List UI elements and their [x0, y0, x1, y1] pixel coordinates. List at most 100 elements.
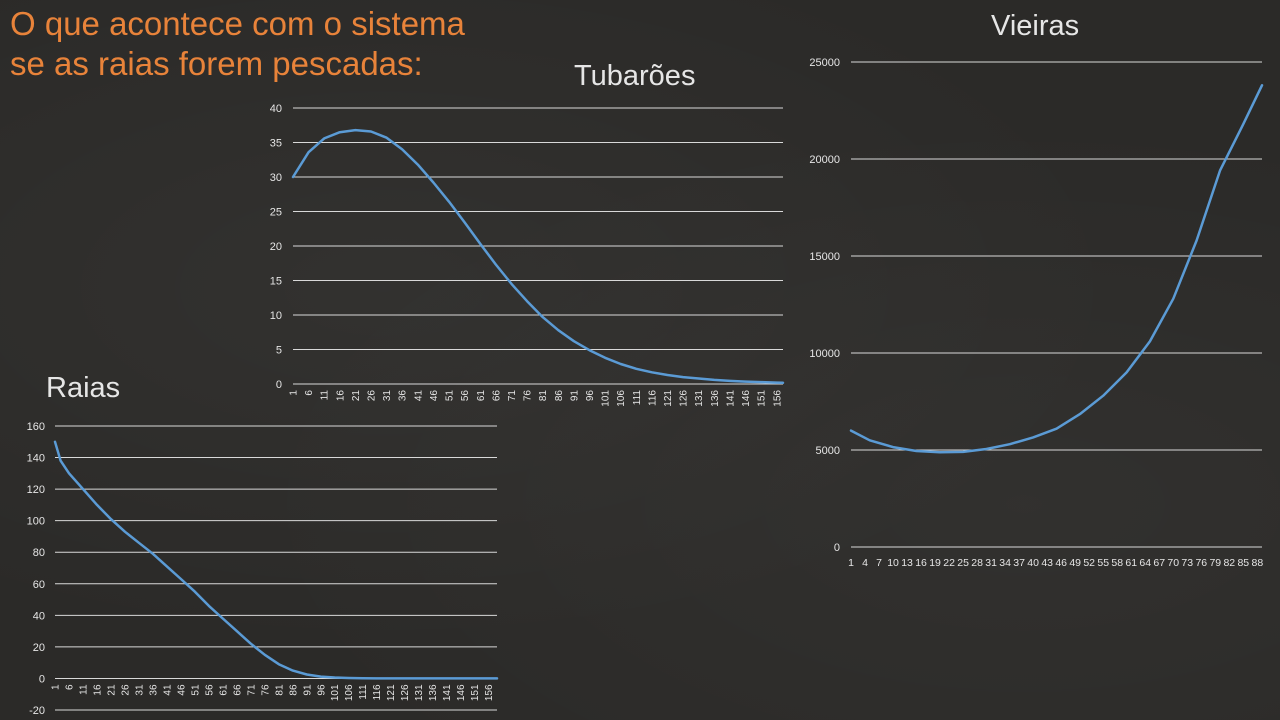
- vieiras-x-tick-label: 4: [862, 557, 868, 569]
- vieiras-x-tick-label: 31: [985, 557, 997, 569]
- raias-x-tick-label: 136: [428, 684, 439, 701]
- raias-x-tick-label: 41: [162, 684, 173, 696]
- tubaroes-x-tick-label: 91: [569, 390, 580, 402]
- vieiras-x-tick-label: 49: [1069, 557, 1081, 569]
- raias-x-tick-label: 126: [400, 684, 411, 701]
- tubaroes-chart-title: Tubarões: [574, 60, 696, 92]
- tubaroes-x-tick-label: 81: [538, 390, 549, 402]
- tubaroes-x-tick-label: 131: [694, 390, 705, 407]
- tubaroes-x-tick-label: 116: [647, 390, 658, 406]
- raias-x-tick-label: 156: [484, 684, 495, 701]
- raias-x-tick-label: 71: [246, 684, 257, 696]
- tubaroes-x-tick-label: 96: [585, 390, 596, 402]
- raias-x-tick-label: 121: [386, 684, 397, 701]
- vieiras-x-tick-label: 88: [1251, 557, 1263, 569]
- tubaroes-y-tick-label: 35: [270, 138, 282, 150]
- raias-x-tick-label: 1: [51, 684, 62, 690]
- slide-title-line-1: O que acontece com o sistema: [10, 5, 465, 42]
- vieiras-x-tick-label: 25: [957, 557, 969, 569]
- tubaroes-x-tick-label: 46: [429, 390, 440, 402]
- tubaroes-x-tick-label: 156: [772, 390, 783, 407]
- tubaroes-x-tick-label: 121: [663, 390, 674, 407]
- tubaroes-x-tick-label: 101: [601, 390, 612, 407]
- raias-x-tick-label: 26: [120, 684, 131, 696]
- raias-y-tick-label: 60: [33, 579, 45, 591]
- vieiras-x-tick-label: 58: [1111, 557, 1123, 569]
- raias-x-tick-label: 61: [218, 684, 229, 696]
- raias-y-tick-label: 100: [27, 516, 45, 528]
- tubaroes-x-tick-label: 41: [413, 390, 424, 402]
- tubaroes-x-tick-label: 106: [616, 390, 627, 407]
- tubaroes-y-tick-label: 25: [270, 207, 282, 219]
- vieiras-y-tick-label: 10000: [809, 348, 840, 360]
- vieiras-x-tick-label: 28: [971, 557, 983, 569]
- tubaroes-x-tick-label: 26: [367, 390, 378, 402]
- tubaroes-x-tick-label: 76: [523, 390, 534, 402]
- tubaroes-y-tick-label: 5: [276, 345, 282, 357]
- vieiras-y-tick-label: 25000: [809, 57, 840, 69]
- raias-x-tick-label: 31: [134, 684, 145, 696]
- tubaroes-x-tick-label: 21: [351, 390, 362, 402]
- slide-title-line-2: se as raias forem pescadas:: [10, 45, 423, 82]
- vieiras-x-tick-label: 7: [876, 557, 882, 569]
- raias-x-tick-label: 11: [78, 684, 89, 695]
- vieiras-y-tick-label: 0: [834, 542, 840, 554]
- tubaroes-y-tick-label: 15: [270, 276, 282, 288]
- vieiras-x-tick-label: 13: [901, 557, 913, 569]
- vieiras-x-tick-label: 43: [1041, 557, 1053, 569]
- tubaroes-x-tick-label: 56: [460, 390, 471, 402]
- vieiras-x-tick-label: 76: [1195, 557, 1207, 569]
- raias-x-tick-label: 111: [358, 684, 369, 700]
- tubaroes-x-tick-label: 6: [304, 390, 315, 396]
- raias-y-tick-label: 20: [33, 642, 45, 654]
- tubaroes-y-tick-label: 40: [270, 103, 282, 115]
- vieiras-series-line: [849, 84, 1264, 454]
- vieiras-x-tick-label: 67: [1153, 557, 1165, 569]
- raias-y-tick-label: 80: [33, 547, 45, 559]
- slide-title: O que acontece com o sistema se as raias…: [10, 4, 465, 84]
- raias-x-tick-label: 21: [106, 684, 117, 696]
- raias-series-line: [53, 440, 499, 680]
- tubaroes-x-tick-label: 136: [710, 390, 721, 407]
- vieiras-x-tick-label: 37: [1013, 557, 1025, 569]
- vieiras-x-tick-label: 16: [915, 557, 927, 569]
- raias-y-tick-label: 40: [33, 610, 45, 622]
- raias-x-tick-label: 151: [470, 684, 481, 701]
- raias-x-tick-label: 51: [190, 684, 201, 696]
- raias-x-tick-label: 141: [442, 684, 453, 701]
- tubaroes-y-tick-label: 0: [276, 379, 282, 391]
- tubaroes-series-line: [291, 128, 785, 385]
- vieiras-x-tick-label: 22: [943, 557, 955, 569]
- raias-y-tick-label: 140: [27, 453, 45, 465]
- raias-chart-title: Raias: [46, 372, 121, 404]
- vieiras-x-tick-label: 55: [1097, 557, 1109, 569]
- vieiras-chart-title: Vieiras: [991, 10, 1080, 42]
- raias-y-tick-label: 120: [27, 484, 45, 496]
- vieiras-x-tick-label: 52: [1083, 557, 1095, 569]
- tubaroes-x-tick-label: 51: [445, 390, 456, 402]
- raias-y-tick-label: 0: [39, 673, 45, 685]
- raias-x-tick-label: 101: [330, 684, 341, 701]
- vieiras-x-tick-label: 46: [1055, 557, 1067, 569]
- tubaroes-x-tick-label: 1: [289, 390, 300, 396]
- tubaroes-x-tick-label: 126: [679, 390, 690, 407]
- vieiras-y-tick-label: 5000: [816, 445, 840, 457]
- vieiras-y-tick-label: 15000: [809, 251, 840, 263]
- raias-x-tick-label: 16: [92, 684, 103, 696]
- tubaroes-x-tick-label: 36: [398, 390, 409, 402]
- raias-y-tick-label: 160: [27, 421, 45, 433]
- vieiras-x-tick-label: 1: [848, 557, 854, 569]
- tubaroes-x-tick-label: 61: [476, 390, 487, 402]
- tubaroes-y-tick-label: 10: [270, 310, 282, 322]
- tubaroes-x-tick-label: 86: [554, 390, 565, 402]
- raias-x-tick-label: 116: [372, 684, 383, 700]
- vieiras-x-tick-label: 34: [999, 557, 1011, 569]
- raias-x-tick-label: 131: [414, 684, 425, 701]
- tubaroes-x-tick-label: 71: [507, 390, 518, 402]
- tubaroes-x-tick-label: 16: [335, 390, 346, 402]
- raias-x-tick-label: 66: [232, 684, 243, 696]
- tubaroes-y-tick-label: 20: [270, 241, 282, 253]
- vieiras-x-tick-label: 10: [887, 557, 899, 569]
